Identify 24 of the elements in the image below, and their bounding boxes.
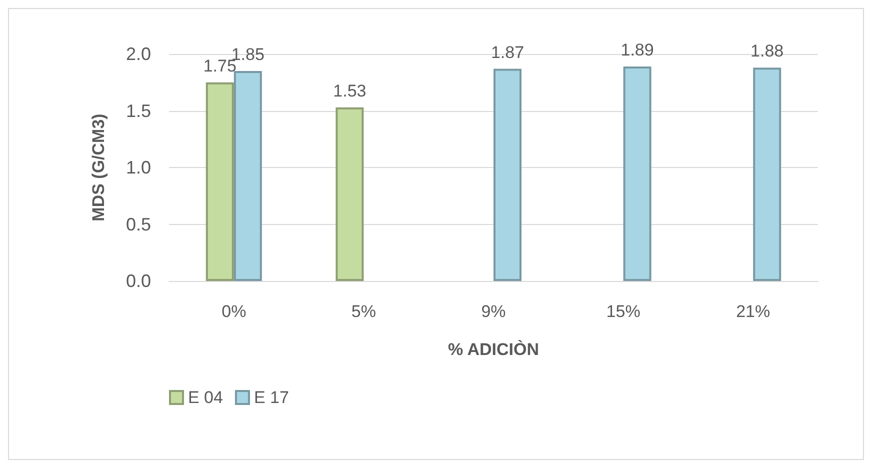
data-label: 1.89 <box>620 40 654 60</box>
data-label: 1.53 <box>333 81 366 100</box>
bar <box>753 68 782 281</box>
bar <box>623 66 652 281</box>
x-tick-label: 9% <box>481 302 506 321</box>
bar <box>494 68 522 281</box>
legend-label: E 17 <box>254 388 289 407</box>
bar <box>234 71 262 281</box>
bar <box>206 82 234 281</box>
y-tick-label: 2.0 <box>126 44 151 64</box>
y-tick-label: 0.5 <box>126 214 151 234</box>
x-tick-label: 15% <box>606 302 640 321</box>
x-tick-label: 0% <box>222 302 246 321</box>
y-tick-label: 1.5 <box>126 100 151 121</box>
y-axis-title: MDS (G/CM3) <box>89 114 108 222</box>
data-label: 1.87 <box>490 42 524 62</box>
x-axis-title: % ADICIÒN <box>448 339 539 359</box>
legend-label: E 04 <box>188 388 223 407</box>
x-tick-label: 21% <box>736 302 770 321</box>
bar <box>336 107 364 281</box>
data-label: 1.88 <box>750 42 784 61</box>
x-tick-label: 5% <box>351 302 376 321</box>
y-tick-label: 0.0 <box>126 271 151 291</box>
y-tick-label: 1.0 <box>126 158 151 178</box>
